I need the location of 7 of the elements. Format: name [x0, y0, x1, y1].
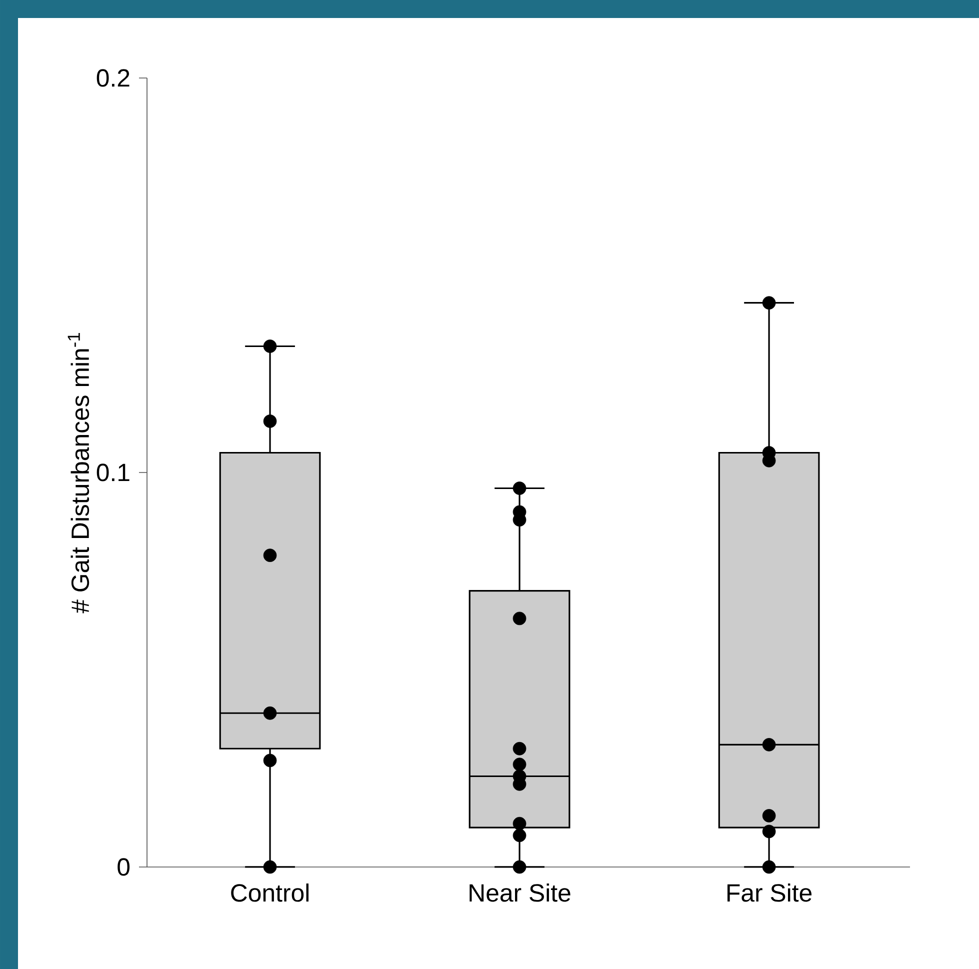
- y-axis-title: # Gait Disturbances min$^{-1}$: [68, 332, 90, 614]
- y-tick-label: 0.1: [96, 464, 130, 482]
- x-tick-label: Far Site: [727, 883, 812, 902]
- x-tick-label: Control: [231, 883, 308, 902]
- y-tick-label: 0: [118, 858, 130, 876]
- y-tick-label: 0.2: [96, 69, 130, 87]
- x-tick-label: Near Site: [470, 883, 570, 902]
